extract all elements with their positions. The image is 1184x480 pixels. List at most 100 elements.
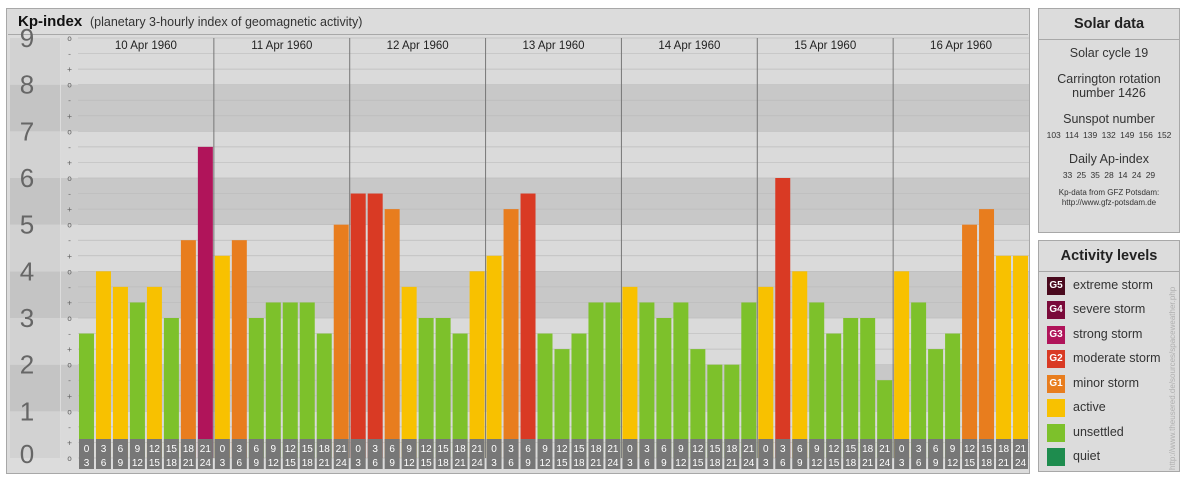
- interval-start-label: 21: [472, 444, 484, 455]
- kp-bar: [775, 178, 791, 458]
- interval-end-label: 15: [556, 458, 568, 469]
- kp-band: [61, 178, 1029, 225]
- interval-start-label: 18: [726, 444, 738, 455]
- interval-cell: [452, 439, 468, 469]
- interval-end-label: 21: [726, 458, 738, 469]
- interval-start-label: 3: [372, 444, 378, 455]
- ap-index-title: Daily Ap-index: [1069, 152, 1149, 166]
- source-watermark: http://www.theusered.de/sources/spacewea…: [1168, 286, 1177, 470]
- interval-start-label: 15: [709, 444, 721, 455]
- interval-cell: [605, 439, 621, 469]
- kp-bar: [129, 302, 145, 458]
- minor-tick-symbol: -: [67, 50, 72, 59]
- chart-title: Kp-index: [18, 13, 83, 30]
- interval-start-label: 21: [879, 444, 891, 455]
- interval-cell: [775, 439, 791, 469]
- legend-swatch-g3: G3: [1047, 326, 1065, 344]
- credit-line-2: http://www.gfz-potsdam.de: [1061, 198, 1157, 207]
- kp-bar: [486, 255, 502, 458]
- interval-start-label: 18: [590, 444, 602, 455]
- minor-tick-symbol: o: [67, 267, 72, 276]
- interval-end-label: 15: [421, 458, 433, 469]
- interval-cell: [911, 439, 927, 469]
- interval-end-label: 18: [438, 458, 450, 469]
- kp-bar: [945, 333, 961, 458]
- interval-end-label: 24: [472, 458, 484, 469]
- minor-tick-symbol: -: [67, 143, 72, 152]
- kp-bar: [350, 193, 366, 459]
- interval-start-label: 0: [491, 444, 497, 455]
- interval-start-label: 6: [254, 444, 260, 455]
- kp-bar: [826, 333, 842, 458]
- interval-start-label: 9: [678, 444, 684, 455]
- interval-cell: [486, 439, 502, 469]
- interval-start-label: 12: [964, 444, 976, 455]
- interval-end-label: 9: [254, 458, 260, 469]
- interval-end-label: 21: [183, 458, 195, 469]
- interval-start-label: 18: [998, 444, 1010, 455]
- interval-start-label: 12: [828, 444, 840, 455]
- kp-bar: [367, 193, 383, 459]
- interval-cell: [639, 439, 655, 469]
- minor-tick-symbol: -: [67, 190, 72, 199]
- interval-cell: [673, 439, 689, 469]
- interval-cell: [860, 439, 876, 469]
- chart-title-bar: Kp-index (planetary 3-hourly index of ge…: [8, 9, 1028, 35]
- kp-bar: [605, 302, 621, 458]
- interval-start-label: 3: [237, 444, 243, 455]
- kp-bar: [554, 349, 570, 458]
- interval-end-label: 24: [1015, 458, 1027, 469]
- interval-end-label: 18: [981, 458, 993, 469]
- kp-bar: [843, 318, 859, 458]
- interval-cell: [1013, 439, 1028, 469]
- interval-end-label: 24: [336, 458, 348, 469]
- interval-end-label: 18: [166, 458, 178, 469]
- day-label: 10 Apr 1960: [115, 40, 177, 52]
- interval-end-label: 18: [302, 458, 314, 469]
- interval-end-label: 9: [933, 458, 939, 469]
- kp-bar: [979, 209, 995, 458]
- carrington-line-2: number 1426: [1072, 86, 1146, 100]
- interval-start-label: 6: [797, 444, 803, 455]
- interval-cell: [877, 439, 893, 469]
- interval-end-label: 21: [998, 458, 1010, 469]
- interval-end-label: 18: [573, 458, 585, 469]
- interval-start-label: 3: [508, 444, 514, 455]
- kp-bar: [248, 318, 264, 458]
- kp-bar: [962, 224, 978, 458]
- interval-start-label: 9: [542, 444, 548, 455]
- interval-cell: [401, 439, 417, 469]
- interval-cell: [214, 439, 230, 469]
- kp-bar: [520, 193, 536, 459]
- interval-start-label: 0: [627, 444, 633, 455]
- legend-swatch-quiet: [1047, 448, 1065, 466]
- kp-bar: [622, 286, 638, 458]
- interval-end-label: 15: [149, 458, 161, 469]
- interval-start-label: 21: [336, 444, 348, 455]
- interval-start-label: 3: [780, 444, 786, 455]
- legend-swatch-g1: G1: [1047, 375, 1065, 393]
- kp-bar: [79, 333, 94, 458]
- interval-start-label: 6: [661, 444, 667, 455]
- legend-label: severe storm: [1073, 302, 1146, 316]
- interval-end-label: 21: [319, 458, 331, 469]
- interval-start-label: 12: [556, 444, 568, 455]
- interval-cell: [571, 439, 587, 469]
- interval-end-label: 21: [590, 458, 602, 469]
- credit-line-1: Kp-data from GFZ Potsdam:: [1058, 188, 1160, 197]
- interval-start-label: 15: [438, 444, 450, 455]
- interval-end-label: 18: [709, 458, 721, 469]
- kp-bar: [163, 318, 179, 458]
- interval-end-label: 21: [455, 458, 467, 469]
- legend-label: active: [1073, 400, 1106, 414]
- interval-cell: [622, 439, 638, 469]
- interval-cell: [367, 439, 383, 469]
- interval-end-label: 3: [220, 458, 226, 469]
- interval-cell: [333, 439, 349, 469]
- interval-start-label: 3: [916, 444, 922, 455]
- solar-cycle: Solar cycle 19: [1069, 46, 1149, 60]
- interval-start-label: 12: [149, 444, 161, 455]
- interval-start-label: 15: [981, 444, 993, 455]
- y-tick-label: 4: [20, 256, 34, 286]
- interval-cell: [418, 439, 434, 469]
